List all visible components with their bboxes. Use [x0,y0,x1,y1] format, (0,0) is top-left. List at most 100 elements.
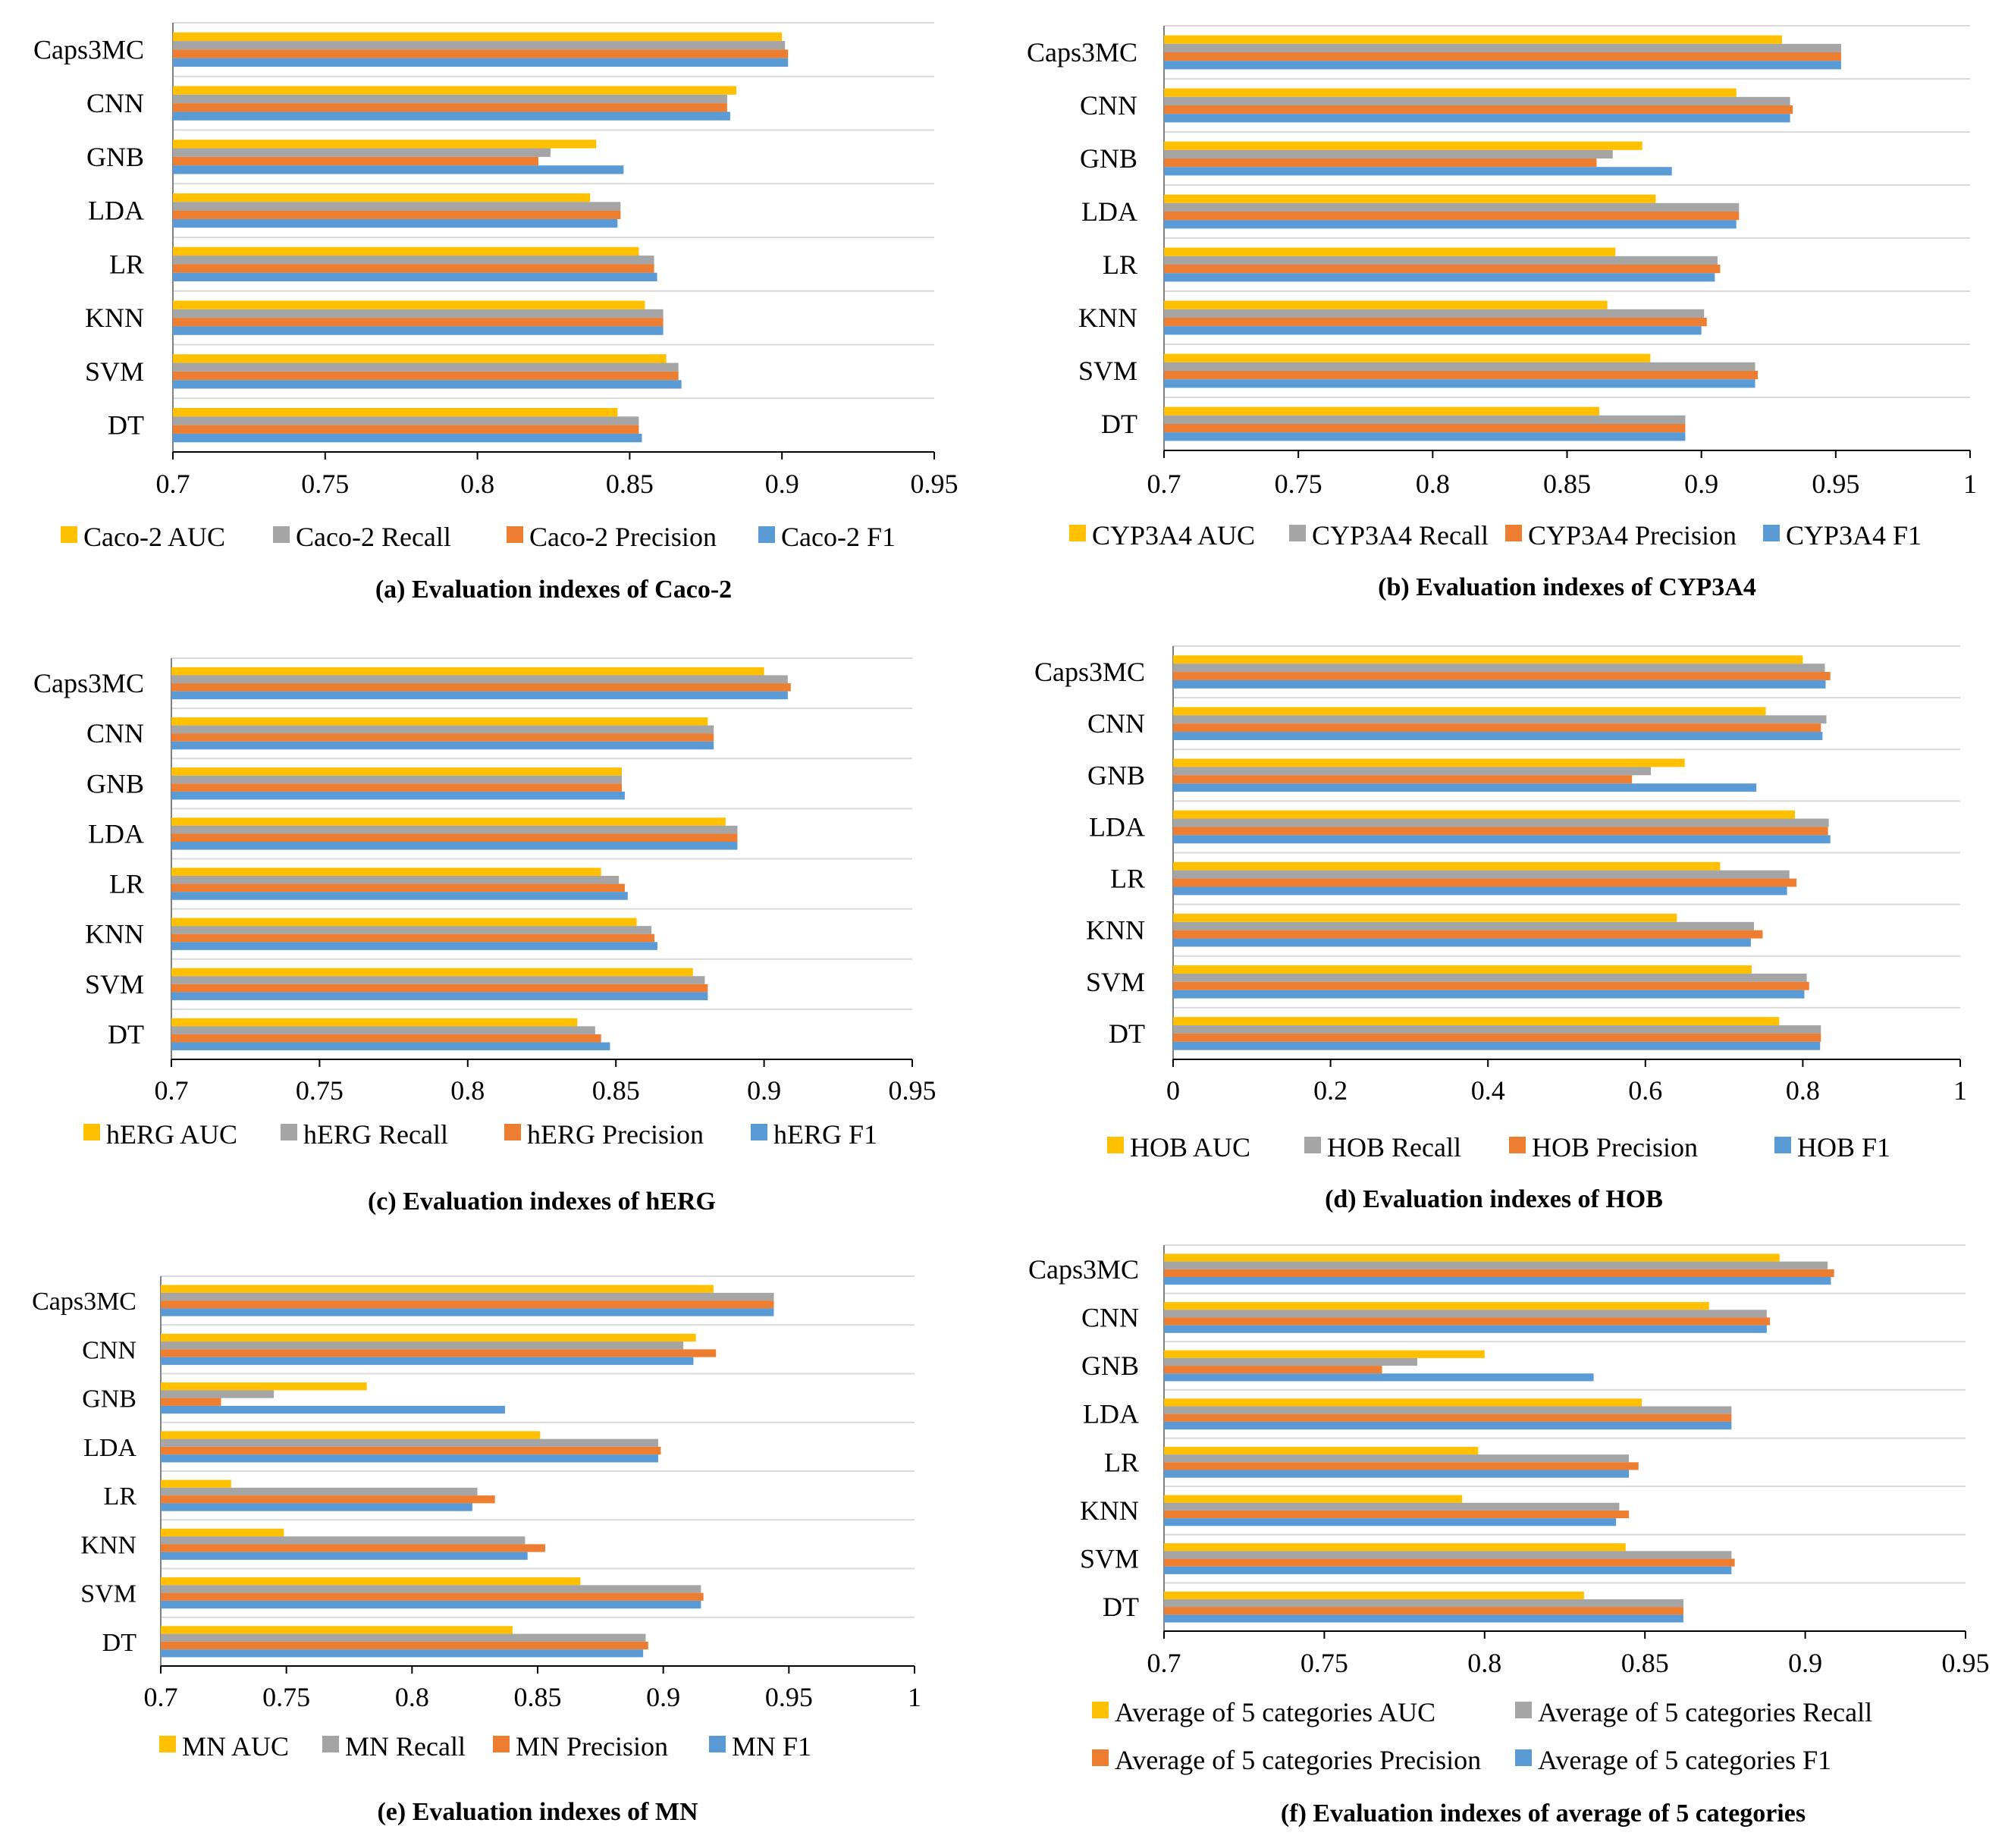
legend-label: MN AUC [182,1731,289,1762]
x-tick-label: 0.8 [450,1075,485,1106]
bar-knn-precision [1164,1510,1630,1519]
category-label: LDA [1081,196,1137,227]
bar-svm-auc [173,354,667,363]
x-tick-label: 0.75 [301,469,349,499]
x-tick-label: 0.95 [1942,1648,1990,1678]
x-tick-label: 0.8 [395,1682,429,1712]
category-label: GNB [1080,143,1137,174]
legend-swatch [1092,1702,1109,1718]
category-label: CNN [1080,90,1137,121]
x-tick-label: 0.7 [1147,1648,1181,1678]
x-tick-label: 0.8 [1416,469,1450,499]
legend-label: Average of 5 categories AUC [1115,1697,1435,1727]
legend-swatch [493,1736,510,1752]
bar-lda-auc [173,193,591,202]
category-label: SVM [1086,967,1145,997]
legend-swatch [1509,1137,1526,1153]
legend-label: CYP3A4 F1 [1786,520,1922,551]
x-tick-label: 0.4 [1471,1075,1505,1106]
legend-label: Caco-2 Precision [529,522,717,552]
bar-lr-f1 [1173,886,1787,896]
bar-cnn-auc [1173,707,1766,716]
bar-knn-auc [161,1528,284,1537]
bar-gnb-precision [171,783,623,792]
bar-cnn-f1 [1173,732,1823,740]
legend-label: CYP3A4 AUC [1092,520,1255,551]
x-tick-label: 0.2 [1313,1075,1348,1106]
bar-dt-recall [171,1026,595,1034]
bar-dt-f1 [161,1649,644,1658]
legend-swatch [507,526,523,543]
category-label: SVM [80,1580,136,1608]
bar-caps3mc-recall [1164,43,1841,52]
category-label: LDA [1089,811,1145,842]
bar-gnb-f1 [161,1405,505,1414]
bar-lda-precision [1164,212,1740,221]
bar-lr-auc [161,1479,231,1488]
x-tick-label: 0.85 [606,469,654,499]
legend-swatch [709,1736,726,1752]
legend-swatch [1774,1137,1791,1153]
legend-swatch [83,1124,100,1140]
bar-gnb-auc [161,1382,367,1391]
bar-caps3mc-auc [171,667,764,676]
bar-caps3mc-precision [1173,672,1831,680]
chart-panel-5: 0.7 0.75 0.8 0.85 0.9 0.95 1 Caps3MC CNN GNB LDA LR… [32,1275,921,1826]
bar-svm-recall [1164,1551,1732,1559]
bar-knn-recall [1164,1502,1620,1511]
bar-knn-recall [171,926,652,934]
x-tick-label: 0.85 [514,1682,562,1712]
bar-svm-auc [1173,965,1752,974]
bar-svm-recall [161,1585,701,1593]
bar-cnn-precision [171,733,714,742]
bar-knn-auc [1164,300,1608,309]
x-tick-label: 0.9 [1684,469,1718,499]
bar-lda-auc [1173,810,1796,819]
bar-cnn-precision [1164,105,1793,115]
bar-lda-precision [161,1446,661,1455]
x-tick-label: 0.7 [1147,469,1181,499]
bar-caps3mc-auc [161,1285,714,1293]
bar-cnn-precision [173,103,727,112]
bar-svm-f1 [1164,379,1755,388]
bar-lr-recall [1173,870,1790,879]
bar-gnb-auc [1173,758,1685,767]
category-label: DT [1103,1592,1139,1622]
bar-lr-auc [1173,861,1721,871]
category-label: LR [1103,249,1137,280]
bar-dt-recall [1164,1599,1683,1608]
bar-cnn-auc [173,86,736,95]
bar-lda-f1 [1173,835,1831,844]
bar-knn-f1 [161,1552,528,1560]
bar-lr-recall [173,256,654,265]
bar-lr-recall [161,1487,478,1496]
bar-cnn-f1 [1164,114,1790,123]
bar-knn-f1 [1164,1518,1617,1526]
legend-label: HOB Recall [1327,1132,1461,1162]
x-tick-label: 0.8 [1467,1648,1501,1678]
category-label: Caps3MC [1027,37,1137,67]
bar-dt-precision [161,1641,648,1650]
bar-dt-f1 [1164,1614,1683,1623]
legend-label: HOB F1 [1797,1132,1890,1162]
legend-swatch [1505,525,1522,541]
bar-dt-auc [173,407,618,417]
legend-label: hERG Precision [527,1119,704,1150]
category-label: LDA [88,818,144,849]
legend-swatch [159,1736,176,1752]
bar-lda-f1 [1164,1421,1732,1430]
bar-svm-f1 [173,380,682,389]
legend-label: CYP3A4 Precision [1528,520,1737,551]
legend-label: Average of 5 categories Precision [1115,1745,1481,1775]
bar-knn-auc [1164,1495,1463,1503]
bar-lda-recall [1164,202,1740,212]
category-label: GNB [82,1385,136,1413]
bar-knn-f1 [173,326,664,335]
bar-lda-recall [1164,1406,1732,1414]
bar-knn-f1 [1164,326,1702,335]
bar-dt-precision [1173,1033,1821,1042]
bar-gnb-recall [173,148,551,157]
chart-panel-6: 0.7 0.75 0.8 0.85 0.9 0.95 Caps3MC CNN GNB LDA LR K… [1028,1244,1990,1828]
bar-dt-precision [171,1034,601,1043]
bar-dt-recall [1173,1025,1821,1034]
